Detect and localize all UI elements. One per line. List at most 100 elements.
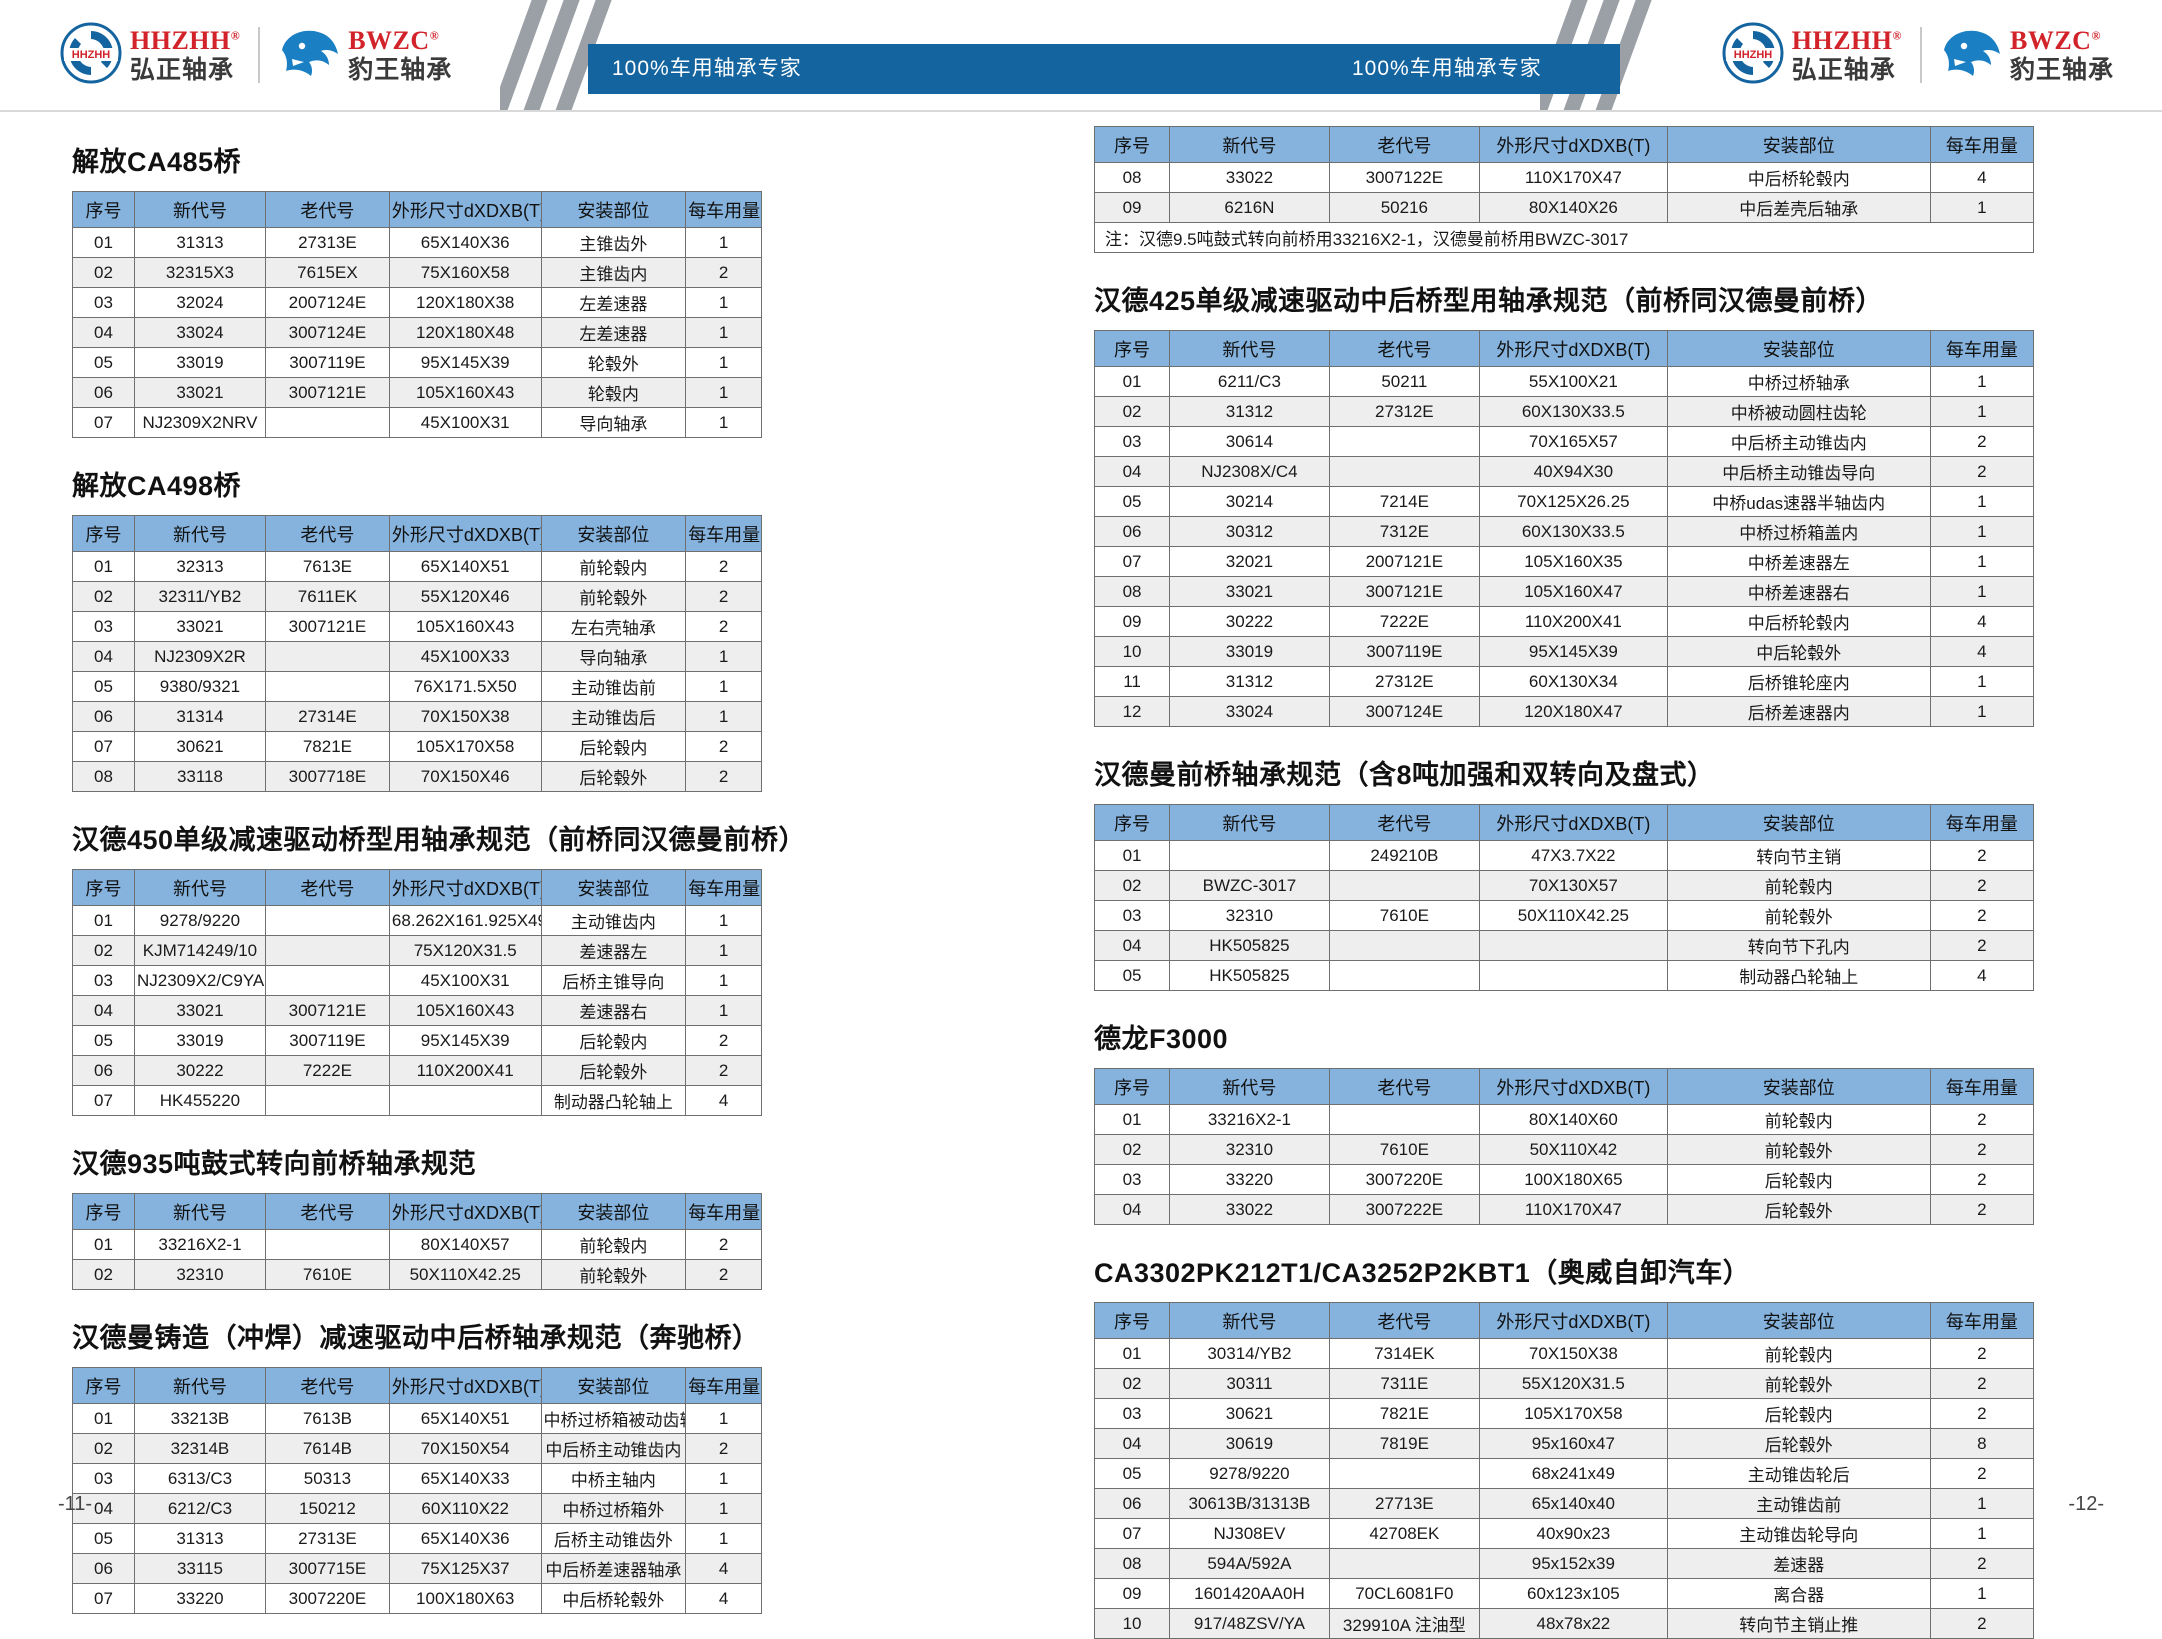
cell-老代号	[1328, 960, 1480, 991]
cell-安装部位: 中后桥轮毂内	[1666, 606, 1931, 637]
page-body: 解放CA485桥 序号 新代号 老代号 外形尺寸dXDXB(T) 安装部位 每车用量 01 31…	[0, 112, 2162, 1639]
cell-外形尺寸dXDXB(T): 65X140X36	[388, 1523, 542, 1554]
table-row: 09 30222 7222E 110X200X41 中后桥轮毂内 4	[1093, 606, 2035, 637]
cell-每车用量: 1	[685, 935, 762, 966]
table-row: 06 30613B/31313B 27713E 65x140x40 主动锥齿前 1	[1093, 1488, 2035, 1519]
cell-新代号: KJM714249/10	[134, 935, 266, 966]
column-header-0: 序号	[1093, 804, 1171, 841]
table-row: 01 33216X2-1 80X140X60 前轮毂内 2	[1093, 1104, 2035, 1135]
cell-每车用量: 2	[685, 761, 762, 792]
table-row: 07 HK455220 制动器凸轮轴上 4	[72, 1085, 762, 1116]
table-row: 04 33024 3007124E 120X180X48 左差速器 1	[72, 317, 762, 348]
column-header-2: 老代号	[264, 515, 390, 552]
table-row: 01 6211/C3 50211 55X100X21 中桥过桥轴承 1	[1093, 366, 2035, 397]
cell-序号: 02	[1093, 1134, 1171, 1165]
cell-序号: 12	[1093, 696, 1171, 727]
cell-序号: 04	[72, 1493, 135, 1524]
column-header-3: 外形尺寸dXDXB(T)	[388, 869, 542, 906]
cell-老代号: 3007220E	[264, 1583, 390, 1614]
cell-每车用量: 1	[685, 1493, 762, 1524]
table-row: 07 NJ2309X2NRV 45X100X31 导向轴承 1	[72, 407, 762, 438]
cell-每车用量: 2	[685, 731, 762, 762]
cell-序号: 01	[1093, 840, 1171, 871]
spec-table: 序号 新代号 老代号 外形尺寸dXDXB(T) 安装部位 每车用量 01 9278/9220 6…	[72, 869, 762, 1116]
cell-老代号	[1328, 426, 1480, 457]
cell-新代号: 6211/C3	[1169, 366, 1330, 397]
cell-每车用量: 1	[1929, 396, 2035, 427]
cell-外形尺寸dXDXB(T): 50X110X42.25	[388, 1259, 542, 1290]
svg-text:HHZHH: HHZHH	[1734, 49, 1773, 61]
cell-老代号: 3007124E	[264, 317, 390, 348]
cell-老代号	[1328, 456, 1480, 487]
cell-新代号: 32310	[134, 1259, 266, 1290]
table-row: 02 BWZC-3017 70X130X57 前轮毂内 2	[1093, 870, 2035, 901]
column-header-1: 新代号	[1169, 1302, 1330, 1339]
cell-安装部位: 主动锥齿轮后	[1666, 1458, 1931, 1489]
table-row: 09 6216N 50216 80X140X26 中后差壳后轴承 1	[1093, 192, 2035, 223]
cell-每车用量: 1	[685, 287, 762, 318]
cell-每车用量: 4	[1929, 606, 2035, 637]
cell-外形尺寸dXDXB(T): 45X100X33	[388, 641, 542, 672]
table-row: 10 33019 3007119E 95X145X39 中后轮毂外 4	[1093, 636, 2035, 667]
cell-新代号: 32311/YB2	[134, 581, 266, 612]
table-row: 02 30311 7311E 55X120X31.5 前轮毂外 2	[1093, 1368, 2035, 1399]
cell-安装部位: 导向轴承	[540, 407, 687, 438]
cell-安装部位: 前轮毂外	[1666, 900, 1931, 931]
column-header-0: 序号	[1093, 1302, 1171, 1339]
column-header-4: 安装部位	[540, 191, 687, 228]
leopard-head-icon	[278, 26, 340, 85]
cell-序号: 02	[1093, 396, 1171, 427]
cell-外形尺寸dXDXB(T): 75X120X31.5	[388, 935, 542, 966]
table-header-row: 序号 新代号 老代号 外形尺寸dXDXB(T) 安装部位 每车用量	[72, 1367, 762, 1404]
table-row: 01 33216X2-1 80X140X57 前轮毂内 2	[72, 1229, 762, 1260]
table-row: 06 31314 27314E 70X150X38 主动锥齿后 1	[72, 701, 762, 732]
section-title: 汉德935吨鼓式转向前桥轴承规范	[72, 1149, 477, 1179]
cell-老代号: 7214E	[1328, 486, 1480, 517]
spec-table: 序号 新代号 老代号 外形尺寸dXDXB(T) 安装部位 每车用量 08 33022 30071…	[1093, 126, 2035, 253]
cell-外形尺寸dXDXB(T): 60X130X34	[1478, 666, 1668, 697]
cell-外形尺寸dXDXB(T): 100X180X63	[388, 1583, 542, 1614]
cell-新代号: 30621	[1169, 1398, 1330, 1429]
bearing-swirl-icon: HHZHH	[60, 22, 122, 89]
logo-hhzhh-latin: HHZHH®	[130, 25, 241, 55]
cell-老代号: 27713E	[1328, 1488, 1480, 1519]
logo-group-left: HHZHH HHZHH® 弘正轴承 BWZC® 豹王轴承	[0, 22, 452, 89]
cell-新代号: 30222	[1169, 606, 1330, 637]
cell-安装部位: 差速器	[1666, 1548, 1931, 1579]
cell-序号: 03	[1093, 900, 1171, 931]
table-row: 10 917/48ZSV/YA 329910A 注油型 48x78x22 转向节主销止推…	[1093, 1608, 2035, 1639]
cell-老代号: 7819E	[1328, 1428, 1480, 1459]
cell-外形尺寸dXDXB(T)	[1478, 960, 1668, 991]
cell-序号: 02	[72, 581, 135, 612]
table-row: 02 KJM714249/10 75X120X31.5 差速器左 1	[72, 935, 762, 966]
column-header-4: 安装部位	[540, 515, 687, 552]
cell-新代号: 31312	[1169, 666, 1330, 697]
cell-安装部位: 主动锥齿后	[540, 701, 687, 732]
bearing-swirl-icon-2: HHZHH	[1722, 22, 1784, 89]
cell-安装部位: 离合器	[1666, 1578, 1931, 1609]
logo-hhzhh-text: HHZHH® 弘正轴承	[130, 25, 241, 83]
cell-新代号: 6313/C3	[134, 1463, 266, 1494]
cell-每车用量: 4	[1929, 636, 2035, 667]
cell-序号: 09	[1093, 1578, 1171, 1609]
cell-外形尺寸dXDXB(T): 65X140X51	[388, 1403, 542, 1434]
table-row: 06 30222 7222E 110X200X41 后轮毂外 2	[72, 1055, 762, 1086]
cell-外形尺寸dXDXB(T): 70X125X26.25	[1478, 486, 1668, 517]
cell-老代号: 7615EX	[264, 257, 390, 288]
cell-序号: 01	[1093, 1104, 1171, 1135]
cell-老代号: 2007121E	[1328, 546, 1480, 577]
cell-外形尺寸dXDXB(T): 95X145X39	[388, 347, 542, 378]
cell-外形尺寸dXDXB(T): 40x90x23	[1478, 1518, 1668, 1549]
cell-序号: 08	[1093, 1548, 1171, 1579]
table-row: 04 NJ2309X2R 45X100X33 导向轴承 1	[72, 641, 762, 672]
logo-bwzc: BWZC® 豹王轴承	[278, 26, 452, 85]
cell-外形尺寸dXDXB(T): 70X130X57	[1478, 870, 1668, 901]
cell-安装部位: 中桥过桥箱盖内	[1666, 516, 1931, 547]
cell-安装部位: 中桥差速器右	[1666, 576, 1931, 607]
cell-安装部位: 后轮毂内	[540, 731, 687, 762]
cell-序号: 04	[72, 995, 135, 1026]
cell-序号: 03	[72, 965, 135, 996]
cell-序号: 10	[1093, 1608, 1171, 1639]
section-title: 德龙F3000	[1094, 1024, 1229, 1054]
cell-新代号: 917/48ZSV/YA	[1169, 1608, 1330, 1639]
